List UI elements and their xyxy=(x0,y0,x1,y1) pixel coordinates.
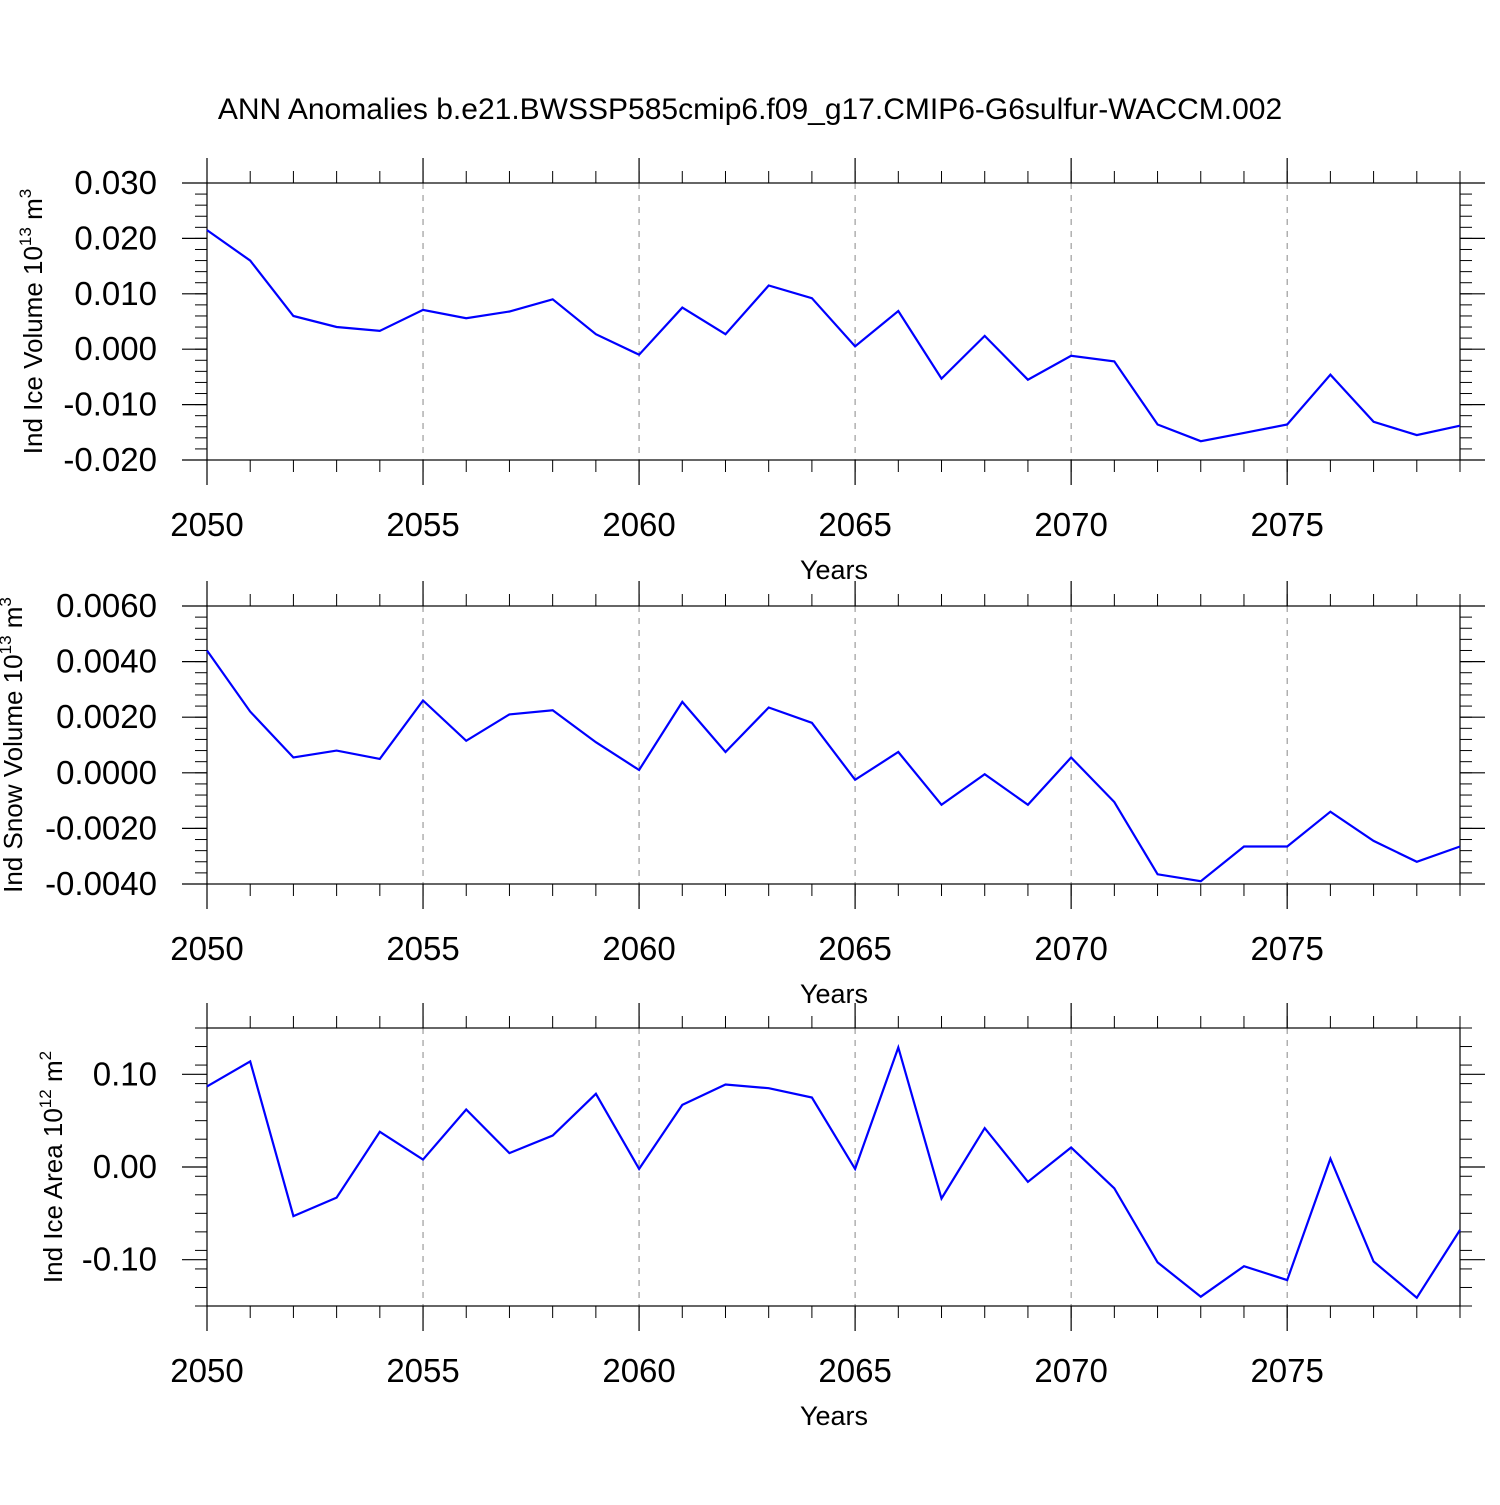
y-tick-label: -0.10 xyxy=(82,1241,157,1278)
x-tick-label: 2050 xyxy=(170,930,243,967)
y-tick-label: 0.000 xyxy=(74,330,157,367)
y-tick-label: 0.020 xyxy=(74,219,157,256)
plot-frame xyxy=(206,182,1461,461)
x-tick-label: 2065 xyxy=(818,1352,891,1389)
x-tick-label: 2070 xyxy=(1034,1352,1107,1389)
plot-frame xyxy=(206,1027,1461,1307)
x-tick-label: 2050 xyxy=(170,1352,243,1389)
y-tick-label: -0.0020 xyxy=(45,809,157,846)
panel-2: 2050 2055 2060 2065 2070 2075 -0.0040 -0.0020 0.… xyxy=(0,581,1485,1009)
x-tick-label: 2055 xyxy=(386,930,459,967)
x-tick-label: 2060 xyxy=(602,1352,675,1389)
y-tick-label: 0.0040 xyxy=(56,643,157,680)
y-axis-label: Ind Snow Volume 1013 m3 xyxy=(0,597,28,893)
y-tick-label: 0.00 xyxy=(93,1148,157,1185)
x-tick-label: 2075 xyxy=(1250,1352,1323,1389)
x-tick-label: 2070 xyxy=(1034,506,1107,543)
panels: 2050 2055 2060 2065 2070 2075 -0.020 -0.010 0.00… xyxy=(0,158,1485,1431)
series-line xyxy=(206,1043,1461,1300)
panel-3: 2050 2055 2060 2065 2070 2075 -0.10 0.00 0.10 Yea… xyxy=(36,1003,1485,1431)
y-tick-label: 0.010 xyxy=(74,275,157,312)
x-axis-label: Years xyxy=(800,555,868,585)
y-tick-label: 0.0020 xyxy=(56,698,157,735)
x-tick-label: 2075 xyxy=(1250,506,1323,543)
y-axis-label: Ind Ice Area 1012 m2 xyxy=(36,1051,68,1283)
x-tick-label: 2075 xyxy=(1250,930,1323,967)
y-tick-label: 0.10 xyxy=(93,1055,157,1092)
x-tick-label: 2065 xyxy=(818,930,891,967)
chart-title: ANN Anomalies b.e21.BWSSP585cmip6.f09_g1… xyxy=(218,93,1282,126)
x-axis-label: Years xyxy=(800,979,868,1009)
y-tick-label: 0.0000 xyxy=(56,754,157,791)
y-tick-label: -0.0040 xyxy=(45,865,157,902)
y-axis-label: Ind Ice Volume 1013 m3 xyxy=(16,189,48,454)
x-tick-label: 2060 xyxy=(602,506,675,543)
x-tick-label: 2070 xyxy=(1034,930,1107,967)
y-tick-label: 0.030 xyxy=(74,164,157,201)
panel-1: 2050 2055 2060 2065 2070 2075 -0.020 -0.010 0.00… xyxy=(16,158,1485,585)
x-tick-label: 2065 xyxy=(818,506,891,543)
series-line xyxy=(206,229,1461,443)
y-tick-label: 0.0060 xyxy=(56,587,157,624)
x-tick-label: 2060 xyxy=(602,930,675,967)
series-line xyxy=(206,649,1461,883)
x-axis-label: Years xyxy=(800,1401,868,1431)
y-tick-label: -0.020 xyxy=(63,441,157,478)
x-tick-label: 2055 xyxy=(386,1352,459,1389)
y-tick-label: -0.010 xyxy=(63,386,157,423)
x-tick-label: 2050 xyxy=(170,506,243,543)
x-tick-label: 2055 xyxy=(386,506,459,543)
plot-frame xyxy=(206,605,1461,885)
